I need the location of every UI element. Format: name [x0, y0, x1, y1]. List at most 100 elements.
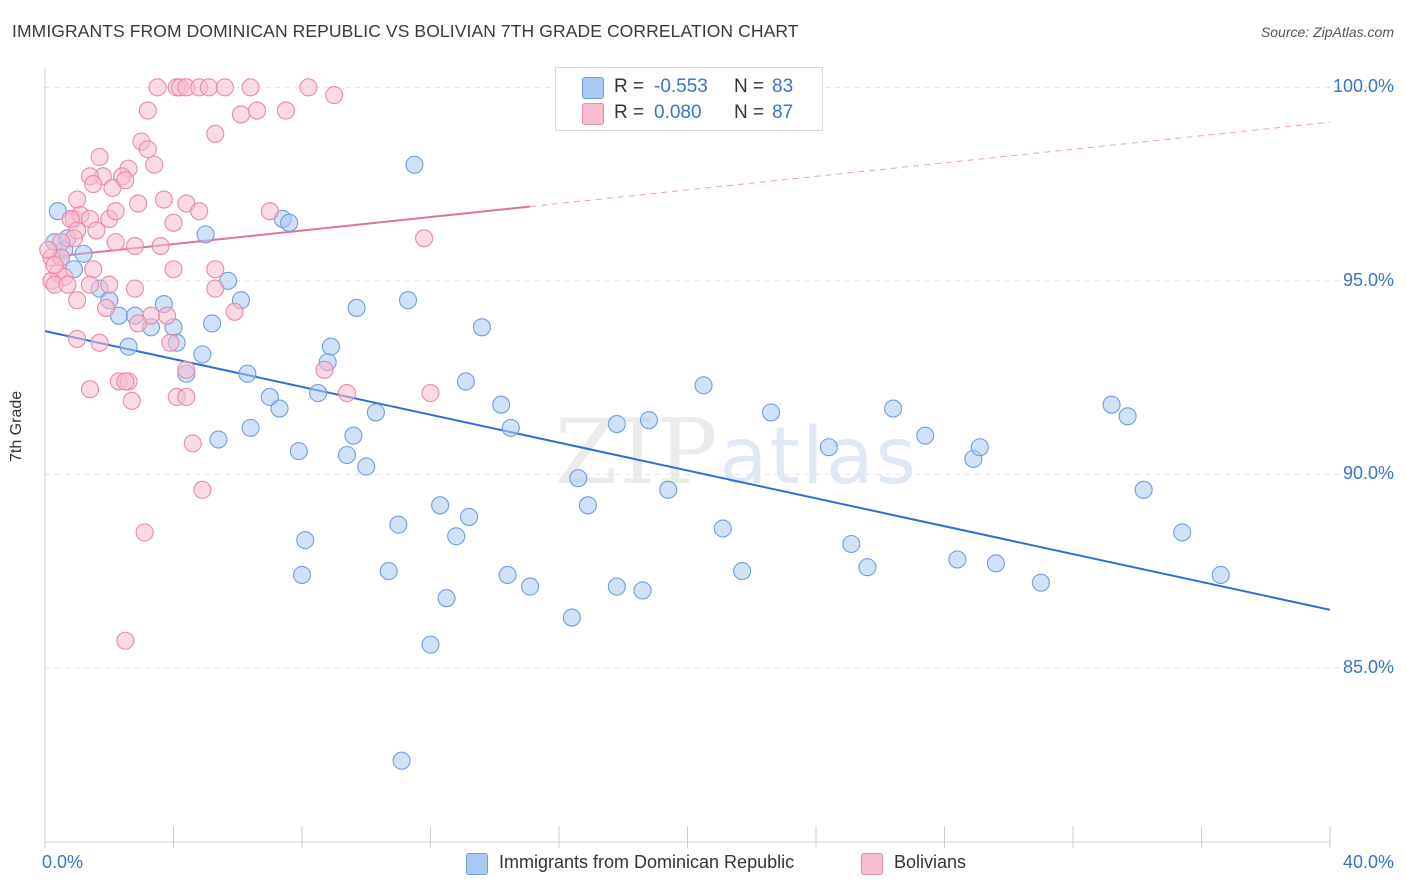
point-bolivian [84, 260, 103, 279]
point-bolivian [315, 360, 334, 379]
point-bolivian [125, 279, 144, 298]
point-dominican [260, 387, 279, 407]
point-dominican [819, 438, 838, 457]
point-dominican [366, 403, 385, 422]
chart-title: IMMIGRANTS FROM DOMINICAN REPUBLIC VS BO… [12, 21, 799, 41]
point-dominican [270, 399, 289, 418]
point-dominican [472, 318, 491, 337]
legend-n-label: N = [734, 102, 765, 123]
watermark-atlas: atlas [719, 412, 919, 502]
point-bolivian [90, 333, 109, 352]
point-bolivian [87, 221, 106, 240]
point-bolivian [58, 275, 77, 294]
point-bolivian [215, 78, 234, 97]
point-dominican [1031, 573, 1050, 592]
legend-swatch-dominican [582, 77, 604, 99]
point-dominican [357, 457, 376, 476]
point-bolivian [100, 275, 119, 294]
point-dominican [431, 496, 450, 515]
point-bolivian [199, 78, 218, 97]
point-bolivian [45, 256, 64, 275]
point-bolivian [206, 279, 225, 298]
point-dominican [562, 608, 581, 627]
y-axis-label: 7th Grade [8, 390, 25, 462]
point-dominican [398, 291, 418, 310]
point-bolivian [161, 333, 180, 352]
point-bolivian [247, 101, 267, 120]
point-bolivian [39, 240, 58, 259]
x-tick-label-min: 0.0% [42, 852, 84, 872]
point-bolivian [415, 229, 434, 248]
point-bolivian [164, 213, 183, 232]
point-dominican [842, 534, 861, 554]
point-bolivian [116, 171, 135, 190]
point-bolivian [183, 434, 202, 453]
point-bolivian [206, 260, 225, 279]
point-dominican [119, 337, 138, 356]
series-legend: Immigrants from Dominican Republic Boliv… [0, 850, 1406, 878]
y-tick-label: 85.0% [1342, 656, 1394, 677]
point-bolivian [421, 384, 440, 403]
trend-line [44, 330, 1331, 611]
point-dominican [209, 430, 228, 449]
point-dominican [321, 337, 340, 356]
x-tick-label-max: 40.0% [1342, 852, 1394, 872]
legend-r-label: R = [614, 102, 645, 123]
point-dominican [74, 244, 93, 263]
axes [44, 68, 1331, 848]
point-dominican [578, 496, 597, 515]
point-bolivian [177, 387, 196, 407]
point-bolivian [106, 233, 125, 252]
legend-swatch-dominican [466, 853, 488, 875]
point-dominican [1118, 407, 1137, 426]
watermark: ZIPatlas [555, 400, 918, 505]
point-dominican [569, 469, 588, 488]
point-bolivian [135, 523, 154, 542]
point-dominican [292, 565, 312, 585]
point-dominican [379, 562, 398, 581]
point-dominican [405, 155, 424, 174]
point-bolivian [68, 329, 87, 348]
point-dominican [607, 577, 626, 596]
point-dominican [948, 550, 967, 569]
point-dominican [916, 426, 935, 445]
stats-legend: R = -0.553 N = 83 R = 0.080 N = 87 [555, 67, 823, 131]
point-dominican [761, 403, 781, 422]
point-dominican [694, 376, 713, 395]
point-dominican [196, 225, 215, 244]
point-bolivian [80, 380, 100, 399]
point-dominican [241, 418, 260, 437]
point-dominican [733, 562, 752, 581]
point-dominican [713, 519, 732, 538]
point-bolivian [154, 190, 173, 209]
point-bolivian [138, 101, 157, 120]
point-dominican [280, 213, 299, 232]
y-tick-label: 100.0% [1332, 76, 1394, 97]
legend-swatch-bolivian [861, 853, 883, 875]
watermark-zip: ZIP [555, 400, 720, 505]
point-bolivian [68, 190, 87, 209]
point-dominican [498, 565, 517, 585]
point-dominican [456, 372, 475, 391]
source-credit: Source: ZipAtlas.com [1260, 24, 1394, 40]
point-bolivian [116, 631, 135, 650]
point-dominican [607, 414, 626, 434]
legend-r-value: 0.080 [654, 102, 702, 123]
data-points [39, 78, 1230, 770]
legend-label-bolivian: Bolivians [894, 852, 967, 872]
point-bolivian [151, 236, 170, 256]
legend-swatch-bolivian [582, 103, 604, 125]
point-dominican [492, 395, 511, 414]
point-dominican [447, 527, 466, 546]
point-bolivian [337, 384, 357, 403]
point-bolivian [125, 236, 144, 256]
point-dominican [347, 298, 366, 317]
point-dominican [337, 445, 357, 465]
point-dominican [392, 751, 411, 770]
trend-lines [44, 121, 1331, 611]
legend-r-value: -0.553 [654, 76, 708, 97]
point-dominican [986, 554, 1005, 573]
point-dominican [203, 314, 222, 333]
point-dominican [521, 577, 540, 596]
point-bolivian [122, 391, 141, 410]
